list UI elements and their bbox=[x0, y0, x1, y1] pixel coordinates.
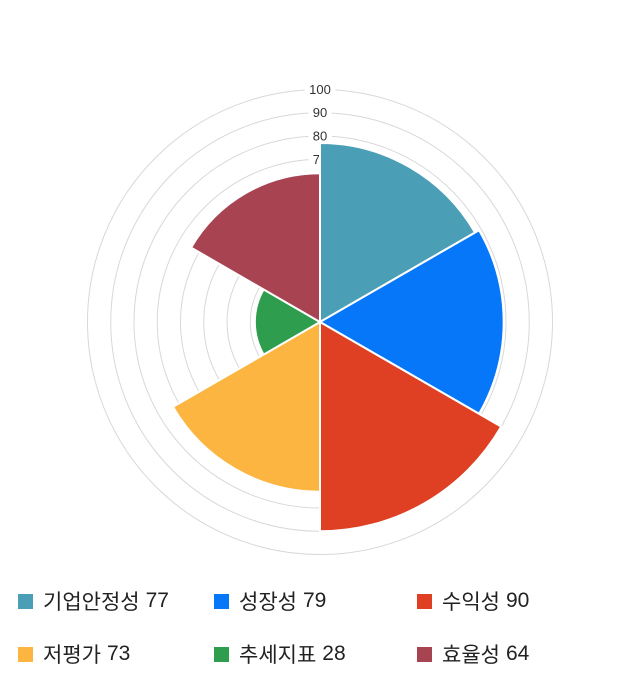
tick-label-bg bbox=[308, 104, 332, 121]
legend-item-profitability[interactable]: 수익성 90 bbox=[417, 586, 529, 616]
legend-value: 73 bbox=[106, 642, 131, 665]
legend-item-efficiency[interactable]: 효율성 64 bbox=[417, 639, 529, 669]
legend-swatch-stability bbox=[18, 593, 33, 609]
legend-swatch-efficiency bbox=[417, 646, 432, 662]
legend-label: 효율성 bbox=[442, 644, 500, 667]
legend-label: 추세지표 bbox=[239, 644, 317, 667]
radial-tick-label-100: 100 bbox=[309, 82, 331, 97]
polar-rose-chart: 102030405060708090100 bbox=[87, 81, 553, 555]
legend-value: 64 bbox=[505, 642, 530, 665]
legend-swatch-undervaluation bbox=[18, 646, 33, 662]
legend-value: 90 bbox=[505, 589, 530, 612]
radial-tick-label-80: 80 bbox=[313, 129, 327, 144]
legend-item-stability[interactable]: 기업안정성 77 bbox=[18, 586, 169, 616]
legend-value: 28 bbox=[322, 642, 346, 665]
tick-label-bg bbox=[308, 128, 332, 144]
legend-label: 저평가 bbox=[43, 644, 101, 667]
legend-value: 77 bbox=[145, 589, 169, 612]
legend-label: 기업안정성 bbox=[43, 591, 140, 614]
legend-item-growth[interactable]: 성장성 79 bbox=[214, 586, 326, 616]
legend-item-undervaluation[interactable]: 저평가 73 bbox=[18, 639, 130, 669]
radial-tick-label-90: 90 bbox=[313, 105, 327, 120]
chart-sector-profitability[interactable] bbox=[319, 320, 503, 533]
chart-sector-trend[interactable] bbox=[253, 288, 322, 356]
legend-label: 수익성 bbox=[442, 591, 500, 614]
legend-value: 79 bbox=[302, 589, 327, 612]
legend-swatch-profitability bbox=[417, 593, 432, 609]
legend-label: 성장성 bbox=[239, 591, 297, 614]
chart-sector-undervaluation[interactable] bbox=[171, 320, 321, 493]
legend-swatch-growth bbox=[214, 593, 229, 609]
legend-item-trend[interactable]: 추세지표 28 bbox=[214, 639, 346, 669]
chart-sector-stability[interactable] bbox=[319, 141, 477, 324]
tick-label-bg bbox=[304, 81, 336, 98]
chart-sector-growth[interactable] bbox=[317, 228, 505, 416]
legend-swatch-trend bbox=[214, 646, 229, 662]
chart-sector-efficiency[interactable] bbox=[189, 172, 321, 324]
